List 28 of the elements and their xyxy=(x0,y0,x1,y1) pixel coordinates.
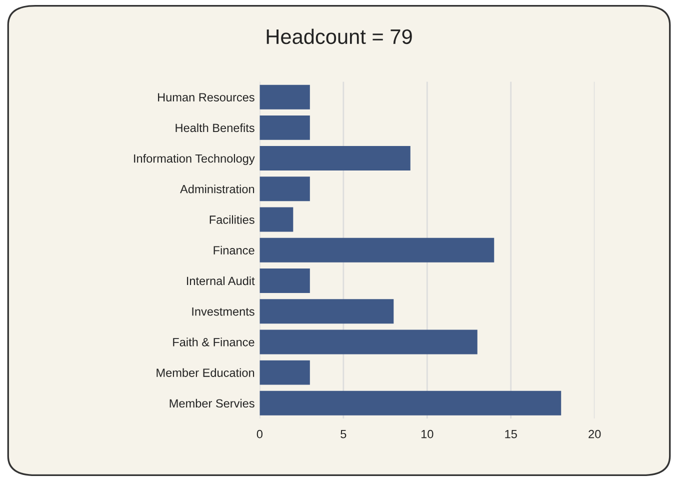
bar xyxy=(260,115,310,140)
bar xyxy=(260,146,410,171)
y-tick-label: Member Servies xyxy=(170,398,254,408)
y-tick-label: Internal Audit xyxy=(186,276,255,286)
bar xyxy=(260,238,494,262)
bar xyxy=(260,176,310,202)
x-tick-label: 5 xyxy=(340,430,346,438)
bar xyxy=(260,84,310,110)
y-tick-label: Information Technology xyxy=(134,154,255,166)
bar xyxy=(260,390,562,416)
x-tick-label: 10 xyxy=(421,430,434,438)
bar xyxy=(260,299,394,324)
chart-title: Headcount = 79 xyxy=(266,28,412,44)
bar xyxy=(260,330,478,354)
y-tick-label: Health Benefits xyxy=(176,123,254,132)
x-tick-label: 15 xyxy=(505,430,517,438)
x-tick-label: 20 xyxy=(588,430,601,438)
bar xyxy=(260,268,310,293)
y-tick-label: Member Education xyxy=(156,368,254,377)
y-tick-label: Administration xyxy=(180,184,254,194)
y-tick-label: Faith & Finance xyxy=(173,338,254,346)
bar xyxy=(260,360,310,385)
y-tick-label: Investments xyxy=(192,307,254,316)
y-tick-label: Facilities xyxy=(210,215,254,224)
y-tick-label: Human Resources xyxy=(158,93,254,102)
x-tick-label: 0 xyxy=(256,430,262,438)
bar xyxy=(260,207,294,232)
y-tick-label: Finance xyxy=(214,246,254,255)
